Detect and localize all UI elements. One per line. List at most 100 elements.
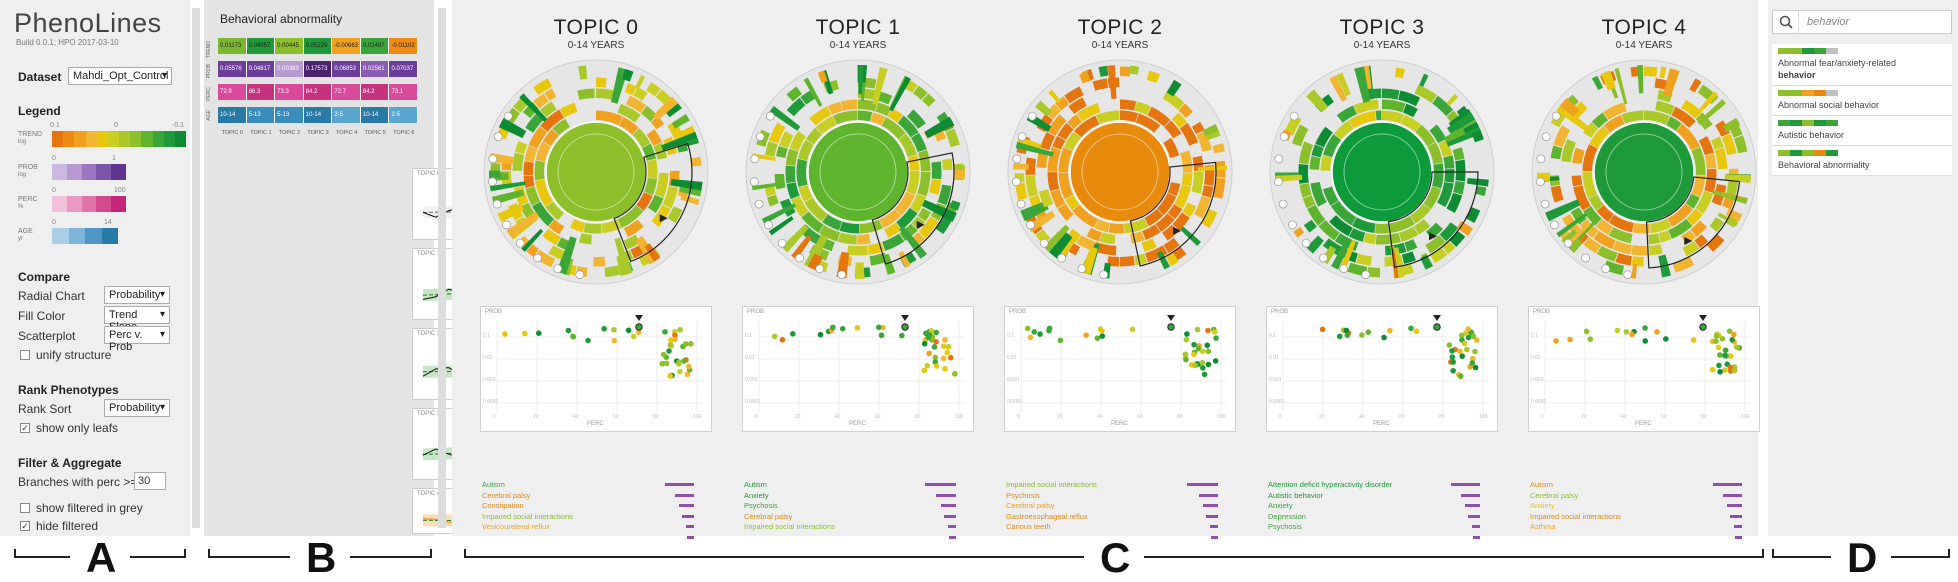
percentile-probability-scatterplot[interactable]: PROB PERC 0.1 0.01 0.001 0.0001 0 20 40 60 80 100: [742, 306, 974, 432]
search-result[interactable]: Abnormal social behavior: [1772, 86, 1952, 116]
ranked-phenotype-item[interactable]: Cerebral palsy: [1530, 491, 1762, 502]
ranked-phenotype-item[interactable]: [1530, 533, 1762, 544]
ranked-phenotype-item[interactable]: Asthma: [1530, 522, 1762, 533]
phenotype-point: [1183, 356, 1189, 363]
heatmap-cell[interactable]: 5-13: [246, 107, 276, 123]
prob-legend-sub: log: [18, 172, 27, 178]
heatmap-cell[interactable]: 0.04057: [246, 38, 276, 54]
heatmap-cell[interactable]: 86.3: [246, 84, 276, 100]
ranked-phenotype-item[interactable]: [744, 533, 976, 544]
ranked-phenotype-item[interactable]: Cerebral palsy: [744, 512, 976, 523]
percentile-probability-scatterplot[interactable]: PROB PERC 0.1 0.01 0.001 0.0001 0 20 40 60 80 100: [1004, 306, 1236, 432]
ranked-phenotype-item[interactable]: Psychosis: [1268, 522, 1500, 533]
hide-filtered-checkbox[interactable]: ✓: [20, 521, 30, 531]
ranked-phenotype-item[interactable]: Attention deficit hyperactivity disorder: [1268, 480, 1500, 491]
radial-sunburst-chart[interactable]: [1528, 56, 1760, 288]
category-icon: [1289, 111, 1299, 121]
heatmap-cell[interactable]: 10-14: [303, 107, 333, 123]
heatmap-cell[interactable]: 0.04817: [246, 61, 276, 77]
ranked-phenotype-item[interactable]: Depression: [1268, 512, 1500, 523]
radial-sunburst-chart[interactable]: [742, 56, 974, 288]
heatmap-cell[interactable]: 73.3: [275, 84, 304, 100]
scatterplot-select[interactable]: Perc v. Prob: [104, 326, 170, 353]
radial-sunburst-chart[interactable]: [1004, 56, 1236, 288]
percentile-probability-scatterplot[interactable]: PROB PERC 0.1 0.01 0.001 0.0001 0 20 40 60 80 100: [1528, 306, 1760, 432]
show-grey-label: show filtered in grey: [36, 501, 143, 515]
radial-chart-select[interactable]: Probability: [104, 286, 170, 304]
control-panel-scrollbar[interactable]: [192, 8, 200, 528]
ranked-phenotype-item[interactable]: Autism: [482, 480, 714, 491]
phenotype-arc: [559, 102, 578, 118]
ranked-phenotype-item[interactable]: Gastroesophageal reflux: [1006, 512, 1238, 523]
heatmap-cell[interactable]: 0.06853: [332, 61, 361, 77]
heatmap-cell[interactable]: 10-14: [360, 107, 390, 123]
heatmap-cell[interactable]: -0.01102: [389, 38, 419, 54]
ranked-phenotype-item[interactable]: Autistic behavior: [1268, 491, 1500, 502]
radial-sunburst-chart[interactable]: [1266, 56, 1498, 288]
heatmap-cell[interactable]: 84.2: [360, 84, 390, 100]
scatter-ytick: 0.01: [1269, 355, 1279, 361]
ranked-phenotype-item[interactable]: [1268, 533, 1500, 544]
heatmap-cell[interactable]: 0.01173: [218, 38, 247, 54]
heatmap-cell[interactable]: 0.05229: [303, 38, 333, 54]
radial-sunburst-chart[interactable]: [480, 56, 712, 288]
ranked-phenotype-item[interactable]: Anxiety: [1530, 501, 1762, 512]
ranked-phenotype-item[interactable]: Anxiety: [1268, 501, 1500, 512]
phenotype-arc: [1322, 186, 1339, 206]
ranked-phenotype-item[interactable]: Constipation: [482, 501, 714, 512]
heatmap-cell[interactable]: 84.2: [303, 84, 333, 100]
heatmap-cell[interactable]: 10-14: [218, 107, 247, 123]
ranked-phenotype-item[interactable]: Impaired social interactions: [482, 512, 714, 523]
heatmap-cell[interactable]: 2-5: [332, 107, 361, 123]
dataset-select[interactable]: Mahdi_Opt_Control: [68, 67, 172, 85]
heatmap-cell[interactable]: 72.9: [218, 84, 247, 100]
heatmap-cell[interactable]: 73.1: [389, 84, 419, 100]
heatmap-cell[interactable]: 0.17573: [303, 61, 333, 77]
heatmap-cell[interactable]: 2-5: [389, 107, 419, 123]
search-input[interactable]: behavior: [1807, 16, 1850, 28]
heatmap-cell[interactable]: 0.00445: [275, 38, 304, 54]
phenotype-arc: [1191, 171, 1204, 194]
phenotype-arc: [1164, 120, 1182, 139]
heatmap-cell[interactable]: 0.02497: [360, 38, 390, 54]
branches-perc-input[interactable]: 30: [134, 472, 166, 490]
heatmap-cell[interactable]: 72.7: [332, 84, 361, 100]
ranked-phenotype-item[interactable]: Cerebral palsy: [482, 491, 714, 502]
ranked-phenotype-item[interactable]: Psychosis: [1006, 491, 1238, 502]
phenotype-arc: [1444, 168, 1455, 183]
phenotype-arc: [1349, 228, 1366, 242]
ranked-phenotype-item[interactable]: Impaired social interactions: [744, 522, 976, 533]
search-result[interactable]: Behavioral abnormality: [1772, 146, 1952, 176]
heatmap-cell[interactable]: 5-13: [275, 107, 304, 123]
ranked-phenotype-item[interactable]: Impaired social interactions: [1530, 512, 1762, 523]
show-grey-checkbox[interactable]: [20, 503, 30, 513]
ranked-phenotype-item[interactable]: Vesicoureteral reflux: [482, 522, 714, 533]
phenotype-point: [926, 332, 933, 338]
ranked-phenotype-item[interactable]: Psychosis: [744, 501, 976, 512]
phenotype-name: Psychosis: [1006, 490, 1040, 500]
percentile-probability-scatterplot[interactable]: PROB PERC 0.1 0.01 0.001 0.0001 0 20 40 60 80 100: [480, 306, 712, 432]
percentile-probability-scatterplot[interactable]: PROB PERC 0.1 0.01 0.001 0.0001 0 20 40 60 80 100: [1266, 306, 1498, 432]
unify-structure-checkbox[interactable]: [20, 350, 30, 360]
ranked-phenotype-item[interactable]: Cerebral palsy: [1006, 501, 1238, 512]
heatmap-cell[interactable]: 0.00383: [275, 61, 304, 77]
ranked-phenotype-item[interactable]: [482, 533, 714, 544]
ranked-phenotype-item[interactable]: Autism: [1530, 480, 1762, 491]
ranked-phenotype-item[interactable]: Anxiety: [744, 491, 976, 502]
ranked-phenotype-item[interactable]: Autism: [744, 480, 976, 491]
heatmap-cell[interactable]: 0.02561: [360, 61, 390, 77]
search-result[interactable]: Abnormal fear/anxiety-related behavior: [1772, 44, 1952, 86]
rank-sort-select[interactable]: Probability: [104, 399, 170, 417]
search-box[interactable]: behavior: [1772, 10, 1952, 34]
show-leafs-checkbox[interactable]: ✓: [20, 423, 30, 433]
panel-bracket-tick: [1948, 549, 1950, 558]
search-result[interactable]: Autistic behavior: [1772, 116, 1952, 146]
fill-color-select[interactable]: Trend Slope: [104, 306, 170, 333]
detail-panel-scrollbar[interactable]: [438, 8, 446, 528]
ranked-phenotype-item[interactable]: Impaired social interactions: [1006, 480, 1238, 491]
heatmap-cell[interactable]: -0.00663: [332, 38, 361, 54]
heatmap-cell[interactable]: 0.05576: [218, 61, 247, 77]
ranked-phenotype-item[interactable]: [1006, 533, 1238, 544]
heatmap-cell[interactable]: 0.07037: [389, 61, 419, 77]
ranked-phenotype-item[interactable]: Carious teeth: [1006, 522, 1238, 533]
